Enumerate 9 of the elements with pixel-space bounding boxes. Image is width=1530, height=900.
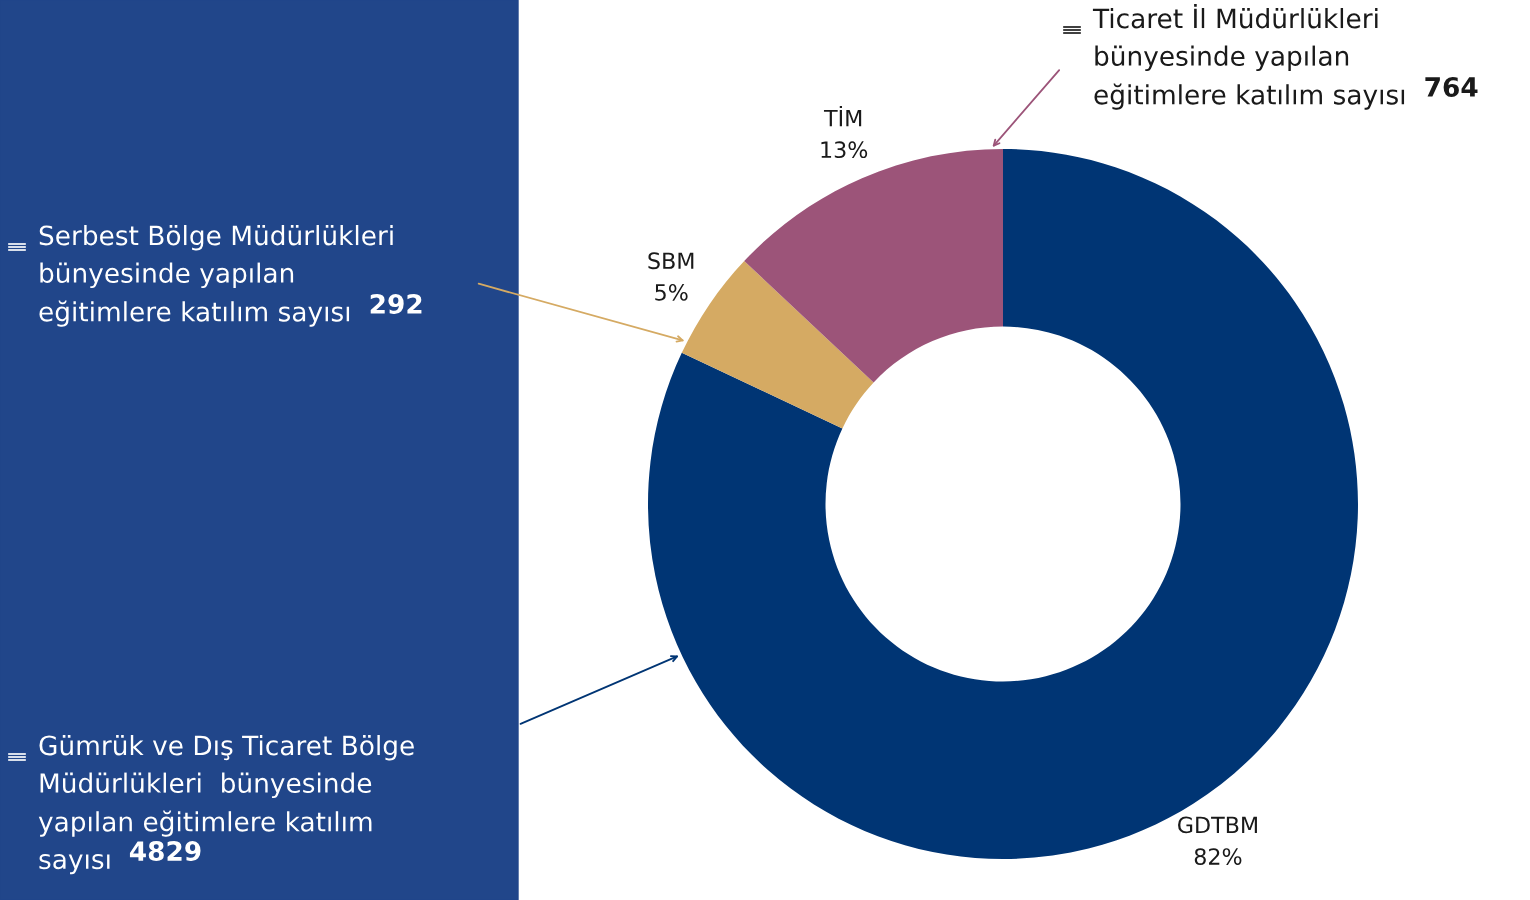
text: Gümrük ve Dış Ticaret Bölge Müdürlükleri bünyesinde yapılan eğitimlere katılım sayısı 4829: [38, 735, 414, 875]
text: Ticaret İl Müdürlükleri bünyesinde yapılan eğitimlere katılım sayısı 764: [1092, 3, 1478, 110]
slice-label: TİM: [823, 105, 862, 127]
slice-label: GDTBM: [1178, 816, 1257, 834]
slice-label: SBM: [648, 252, 694, 270]
data-label: 82%: [1194, 848, 1242, 865]
data-label: 13%: [821, 141, 868, 159]
text: Serbest Bölge Müdürlükleri bünyesinde yapılan eğitimlere katılım sayısı 292: [39, 225, 422, 327]
data-label: 5%: [655, 283, 688, 301]
